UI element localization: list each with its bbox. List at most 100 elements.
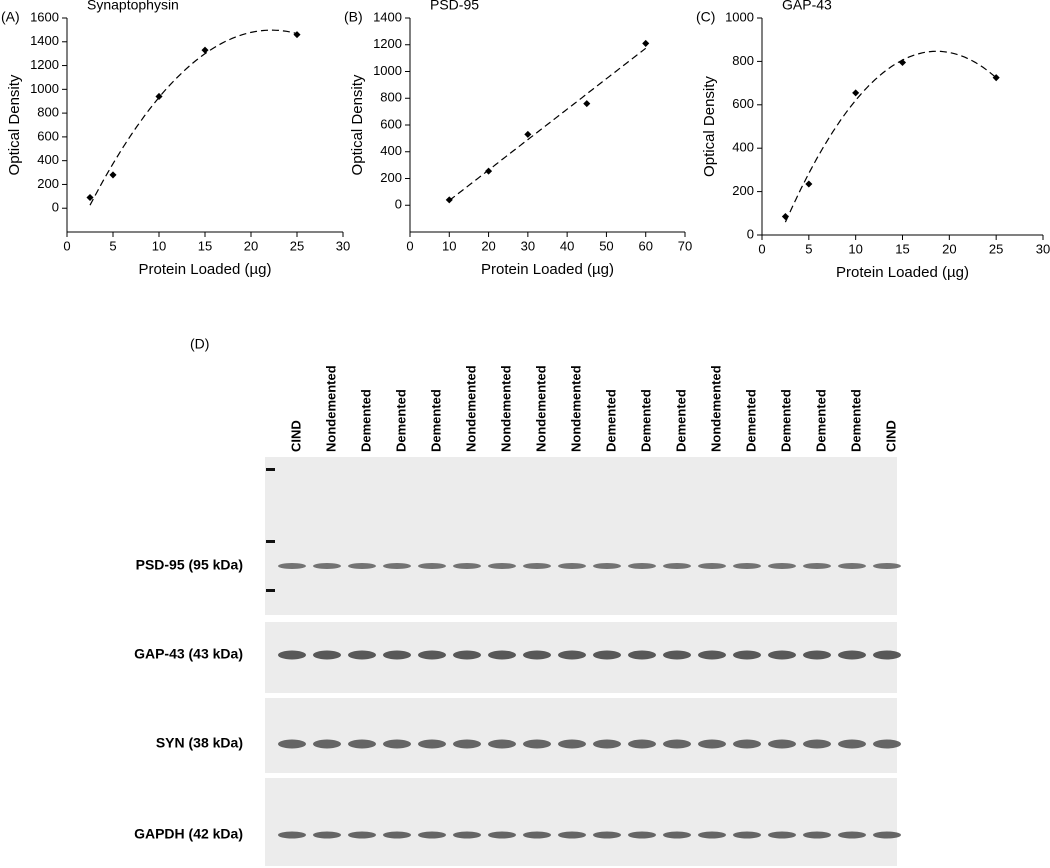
ladder-mark xyxy=(266,540,275,543)
band xyxy=(558,831,586,839)
band xyxy=(628,831,656,839)
point xyxy=(852,89,860,97)
band xyxy=(698,831,726,839)
trendline xyxy=(448,47,647,201)
band xyxy=(313,831,341,839)
band xyxy=(873,650,901,660)
band xyxy=(523,831,551,839)
point xyxy=(583,100,591,108)
band xyxy=(278,739,306,749)
x-axis-label: Protein Loaded (µg) xyxy=(139,261,272,278)
chart-title: PSD-95 xyxy=(430,0,479,13)
lane-label: Demented xyxy=(673,389,688,452)
lane-label: Nondemented xyxy=(463,365,478,452)
band xyxy=(558,739,586,749)
band xyxy=(628,650,656,660)
band xyxy=(593,650,621,660)
ladder-mark xyxy=(266,589,275,592)
band xyxy=(453,563,481,569)
panel-label: (C) xyxy=(696,9,715,25)
band xyxy=(873,831,901,839)
panel-label: (A) xyxy=(1,9,20,25)
band xyxy=(488,739,516,749)
band xyxy=(348,563,376,569)
y-tick-label: 800 xyxy=(37,105,59,120)
x-tick-label: 15 xyxy=(198,238,212,253)
lane-label: Demented xyxy=(358,389,373,452)
x-axis-label: Protein Loaded (µg) xyxy=(481,261,614,278)
band xyxy=(768,563,796,569)
band xyxy=(593,563,621,569)
y-tick-label: 1000 xyxy=(373,63,402,78)
band xyxy=(803,739,831,749)
y-tick-label: 1000 xyxy=(30,81,59,96)
y-tick-label: 0 xyxy=(395,197,402,212)
band xyxy=(628,563,656,569)
point xyxy=(992,74,1000,82)
band xyxy=(663,739,691,749)
lane-label: Demented xyxy=(778,389,793,452)
chart-title: GAP-43 xyxy=(782,0,832,13)
lane-label: Demented xyxy=(393,389,408,452)
band xyxy=(418,739,446,749)
band xyxy=(383,831,411,839)
point xyxy=(155,92,163,101)
band xyxy=(558,563,586,569)
x-tick-label: 30 xyxy=(1036,241,1050,256)
band xyxy=(278,650,306,660)
lane-label: Nondemented xyxy=(323,365,338,452)
band xyxy=(663,650,691,660)
lane-label: Nondemented xyxy=(708,365,723,452)
y-tick-label: 200 xyxy=(37,176,59,191)
band xyxy=(453,831,481,839)
band xyxy=(698,650,726,660)
band xyxy=(453,650,481,660)
lane-label: Nondemented xyxy=(568,365,583,452)
band xyxy=(873,563,901,569)
band xyxy=(418,831,446,839)
band xyxy=(278,563,306,569)
band xyxy=(558,650,586,660)
y-axis-label: Optical Density xyxy=(349,74,366,175)
y-tick-label: 200 xyxy=(732,183,754,198)
lane-label: CIND xyxy=(288,420,303,452)
y-axis-label: Optical Density xyxy=(701,76,718,177)
row-label: SYN (38 kDa) xyxy=(156,735,243,751)
band xyxy=(278,831,306,839)
panel-label: (D) xyxy=(190,336,209,352)
x-tick-label: 20 xyxy=(481,238,495,253)
band xyxy=(313,650,341,660)
lane-label: Demented xyxy=(848,389,863,452)
y-tick-label: 400 xyxy=(380,143,402,158)
point xyxy=(293,31,301,39)
x-tick-label: 60 xyxy=(638,238,652,253)
row-label: GAP-43 (43 kDa) xyxy=(134,646,243,662)
y-tick-label: 1400 xyxy=(373,9,402,24)
band xyxy=(663,563,691,569)
y-tick-label: 1600 xyxy=(30,9,59,24)
band xyxy=(313,739,341,749)
y-tick-label: 600 xyxy=(380,116,402,131)
lane-label: CIND xyxy=(883,420,898,452)
y-axis-label: Optical Density xyxy=(6,74,23,175)
x-axis-label: Protein Loaded (µg) xyxy=(836,264,969,281)
band xyxy=(698,739,726,749)
lane-label: Demented xyxy=(603,389,618,452)
x-tick-label: 50 xyxy=(599,238,613,253)
band xyxy=(733,739,761,749)
y-tick-label: 600 xyxy=(37,128,59,143)
band xyxy=(593,739,621,749)
row-label: GAPDH (42 kDa) xyxy=(134,826,243,842)
band xyxy=(348,739,376,749)
x-tick-label: 10 xyxy=(152,238,166,253)
y-tick-label: 800 xyxy=(380,90,402,105)
band xyxy=(383,563,411,569)
lane-label: Demented xyxy=(813,389,828,452)
band xyxy=(768,831,796,839)
x-tick-label: 5 xyxy=(805,241,812,256)
lane-label: Nondemented xyxy=(498,365,513,452)
x-tick-label: 20 xyxy=(244,238,258,253)
x-tick-label: 10 xyxy=(848,241,862,256)
y-tick-label: 0 xyxy=(52,200,59,215)
x-tick-label: 30 xyxy=(336,238,350,253)
